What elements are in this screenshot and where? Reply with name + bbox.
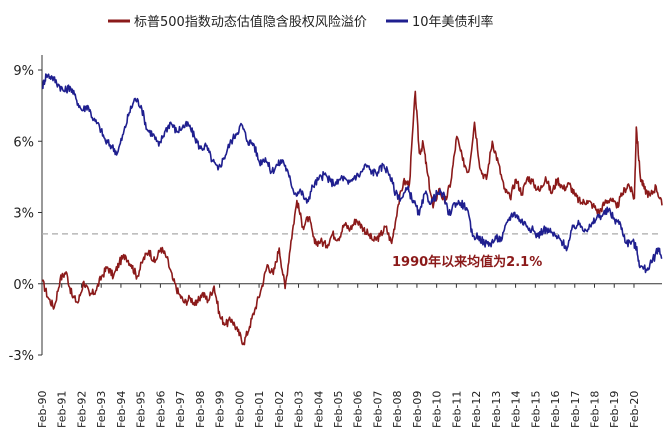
x-tick-label: Feb-10 (431, 391, 444, 428)
x-tick-label: Feb-11 (450, 391, 463, 428)
x-tick-label: Feb-06 (352, 391, 365, 428)
y-tick-label: 0% (13, 278, 34, 293)
x-tick-label: Feb-90 (36, 391, 49, 428)
y-axis-ticks: -3% 0% 3% 6% 9% (9, 64, 42, 364)
x-tick-label: Feb-99 (214, 391, 227, 428)
y-tick-label: -3% (9, 349, 34, 364)
y-tick-label: 6% (13, 135, 34, 150)
x-tick-label: Feb-93 (95, 391, 108, 428)
x-tick-label: Feb-97 (174, 391, 187, 428)
x-tick-label: Feb-05 (332, 391, 345, 428)
x-tick-label: Feb-00 (233, 391, 246, 428)
x-tick-label: Feb-15 (529, 391, 542, 428)
x-tick-label: Feb-09 (411, 391, 424, 428)
x-tick-label: Feb-18 (589, 391, 602, 428)
series-line-erp (41, 90, 663, 346)
x-tick-label: Feb-94 (115, 391, 128, 428)
x-tick-label: Feb-92 (75, 391, 88, 428)
x-tick-label: Feb-03 (293, 391, 306, 428)
x-tick-label: Feb-98 (194, 391, 207, 428)
x-tick-label: Feb-20 (628, 391, 641, 428)
x-tick-label: Feb-07 (371, 391, 384, 428)
series-group (41, 73, 663, 346)
x-tick-label: Feb-12 (470, 391, 483, 428)
x-tick-label: Feb-19 (608, 391, 621, 428)
mean-annotation: 1990年以来均值为2.1% (392, 254, 542, 270)
x-tick-label: Feb-04 (312, 391, 325, 428)
y-tick-label: 9% (13, 64, 34, 79)
axes (41, 55, 662, 355)
x-tick-label: Feb-96 (154, 391, 167, 428)
x-tick-label: Feb-14 (510, 391, 523, 428)
legend-label-erp: 标普500指数动态估值隐含股权风险溢价 (134, 14, 367, 30)
legend: 标普500指数动态估值隐含股权风险溢价 10年美债利率 (108, 14, 494, 30)
x-tick-label: Feb-95 (135, 391, 148, 428)
y-tick-label: 3% (13, 207, 34, 222)
x-tick-label: Feb-17 (569, 391, 582, 428)
series-line-yield (41, 73, 663, 274)
x-tick-label: Feb-91 (56, 391, 69, 428)
x-tick-label: Feb-16 (549, 391, 562, 428)
x-axis-ticks: Feb-90 Feb-91 Feb-92 Feb-93 Feb-94 Feb-95 Feb-… (36, 283, 641, 428)
legend-label-yield: 10年美债利率 (412, 14, 494, 30)
x-tick-label: Feb-01 (253, 391, 266, 428)
x-tick-label: Feb-13 (490, 391, 503, 428)
x-tick-label: Feb-08 (391, 391, 404, 428)
x-tick-label: Feb-02 (273, 391, 286, 428)
